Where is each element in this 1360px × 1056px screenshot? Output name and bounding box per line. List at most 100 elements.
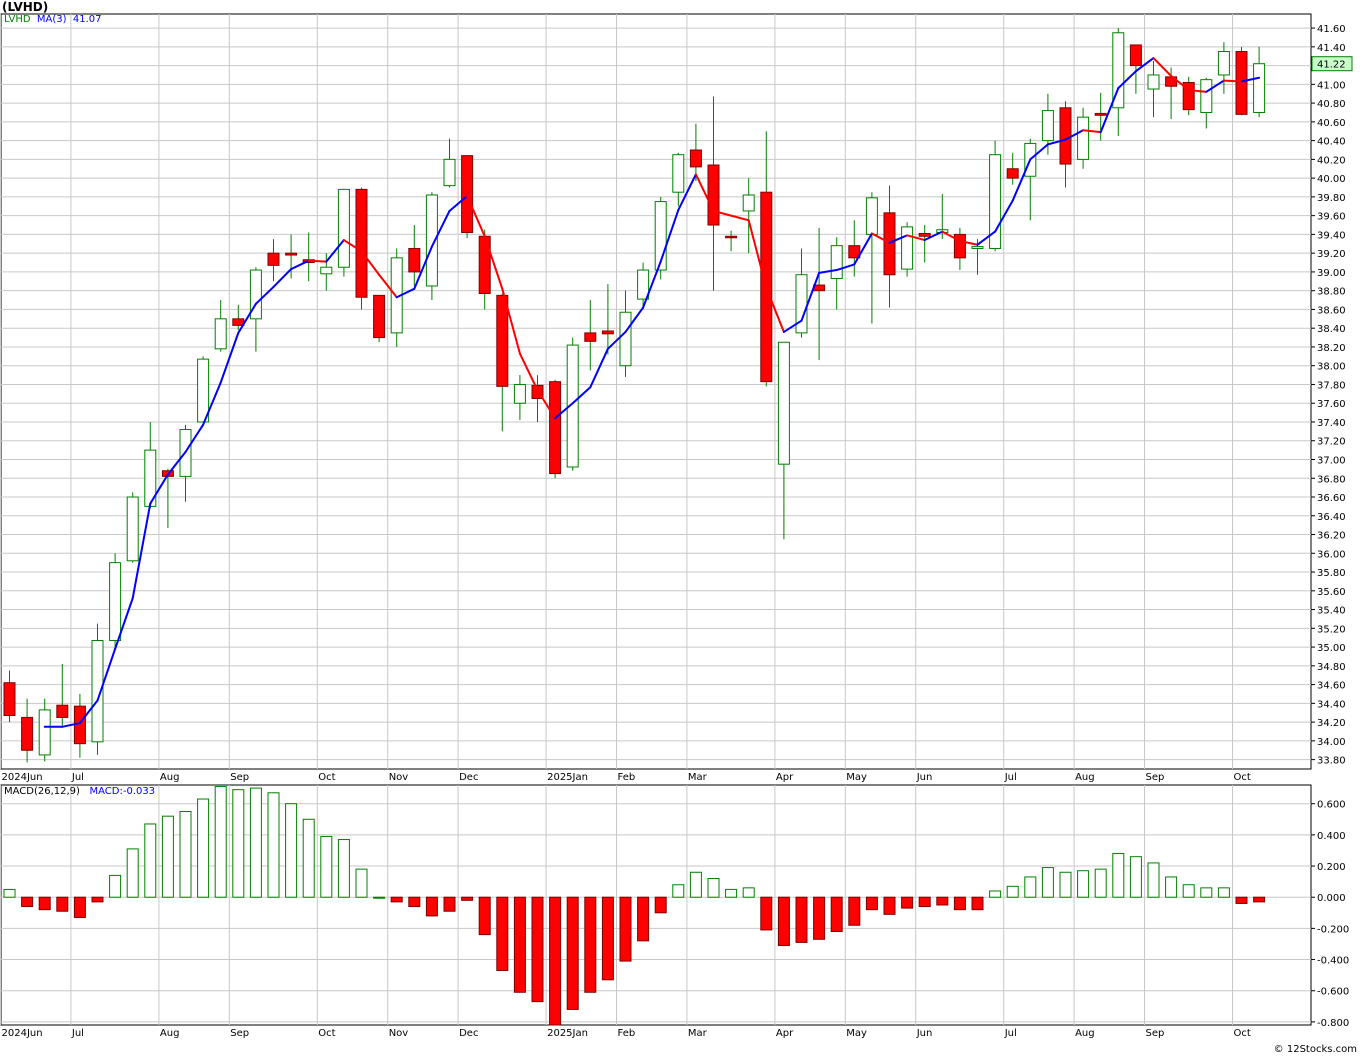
ma-line-segment <box>1170 74 1190 91</box>
symbol-legend: LVHD <box>4 14 31 25</box>
footer-credit: © 12Stocks.com <box>1273 1044 1357 1055</box>
macd-bar <box>337 839 350 898</box>
price-tick-label: 35.80 <box>1317 568 1346 579</box>
candle-body <box>285 252 298 256</box>
macd-bar <box>1059 871 1072 898</box>
ma-line-segment <box>642 260 662 309</box>
candle-body <box>777 341 790 465</box>
macd-bar <box>408 896 421 908</box>
candle-body <box>742 194 755 212</box>
ma-line-segment <box>941 230 961 242</box>
ma-line-segment <box>272 268 293 288</box>
macd-bar <box>654 896 667 914</box>
macd-bar <box>496 896 509 971</box>
ma-line-segment <box>888 234 909 244</box>
macd-bar <box>179 810 192 898</box>
candle-body <box>619 311 632 367</box>
macd-bar <box>1147 862 1160 898</box>
ma-line-segment <box>448 194 469 212</box>
candle-body <box>1235 51 1248 115</box>
macd-bar <box>953 896 966 911</box>
macd-bar <box>232 789 245 898</box>
price-tick-label: 37.60 <box>1317 399 1346 410</box>
ma-line-segment <box>166 450 187 476</box>
macd-bar <box>390 896 403 903</box>
ma-line-segment <box>1082 129 1102 134</box>
macd-tick-label: 0.400 <box>1317 831 1346 842</box>
month-label: Oct <box>1234 772 1251 783</box>
price-tick-label: 38.00 <box>1317 362 1346 373</box>
ma-line-segment <box>61 722 81 728</box>
ma-line-segment <box>906 234 926 242</box>
macd-bar <box>1182 884 1195 898</box>
month-label: Oct <box>1234 1028 1251 1039</box>
candle-body <box>725 235 738 239</box>
macd-bar <box>126 848 139 898</box>
macd-bar <box>566 896 579 1010</box>
ma-line-segment <box>1064 129 1085 141</box>
ma-line-segment <box>149 473 169 505</box>
candle-body <box>1094 112 1107 116</box>
candle-body <box>443 158 456 187</box>
candle-body <box>91 640 104 743</box>
candle-body <box>584 332 597 342</box>
candle-body <box>672 154 685 193</box>
macd-bar <box>883 896 896 915</box>
macd-bar <box>584 896 597 993</box>
candle-body <box>848 245 861 259</box>
macd-bar <box>91 896 104 903</box>
macd-bar <box>302 818 315 898</box>
macd-tick-label: -0.800 <box>1317 1018 1349 1029</box>
candle-body <box>373 294 386 339</box>
macd-bar <box>901 896 914 909</box>
ma-line-segment <box>325 239 345 263</box>
macd-bar <box>1024 876 1037 898</box>
ma-line-segment <box>554 402 574 420</box>
macd-bar <box>461 896 474 901</box>
candle-body <box>38 709 51 756</box>
macd-bar <box>513 896 526 993</box>
macd-bar <box>373 896 386 899</box>
ma-line-segment <box>958 239 979 246</box>
price-plot-frame <box>0 13 1312 770</box>
ma-line-segment <box>835 263 856 272</box>
month-label: Jul <box>1004 772 1017 783</box>
price-tick-label: 39.00 <box>1317 268 1346 279</box>
candle-body <box>1129 44 1142 67</box>
ma-line-segment <box>536 389 557 420</box>
ma-line-segment <box>1152 57 1173 77</box>
ma-line-segment <box>818 269 838 274</box>
candle-body <box>73 705 86 745</box>
macd-bar <box>1112 853 1125 898</box>
chart-title: (LVHD) <box>2 0 49 14</box>
month-label: Dec <box>459 1028 478 1039</box>
month-label: 2024Jun <box>2 772 43 783</box>
macd-tick-label: 0.600 <box>1317 800 1346 811</box>
price-tick-label: 40.80 <box>1317 99 1346 110</box>
macd-bar <box>214 786 227 898</box>
price-tick-label: 36.60 <box>1317 493 1346 504</box>
ma-line-segment <box>712 209 733 217</box>
month-label: Apr <box>776 772 794 783</box>
ma-line-segment <box>1134 57 1155 73</box>
price-tick-label: 36.20 <box>1317 531 1346 542</box>
ma-line-segment <box>1011 158 1032 202</box>
price-tick-label: 34.60 <box>1317 681 1346 692</box>
price-tick-label: 40.60 <box>1317 118 1346 129</box>
ma-line-segment <box>782 319 803 333</box>
ma-line-segment <box>659 209 680 263</box>
candle-body <box>337 188 350 268</box>
macd-bar <box>285 803 298 898</box>
price-tick-label: 35.40 <box>1317 606 1346 617</box>
macd-value-label: MACD:-0.033 <box>89 786 156 797</box>
candle-body <box>918 232 931 237</box>
ma-line-segment <box>1187 88 1208 93</box>
macd-bar <box>725 888 738 898</box>
month-label: 2025Jan <box>547 772 588 783</box>
month-label: Mar <box>688 772 708 783</box>
price-tick-label: 38.80 <box>1317 287 1346 298</box>
candle-body <box>461 155 474 234</box>
candle-body <box>197 358 210 423</box>
macd-bar <box>1235 896 1248 904</box>
macd-bar <box>936 896 949 906</box>
